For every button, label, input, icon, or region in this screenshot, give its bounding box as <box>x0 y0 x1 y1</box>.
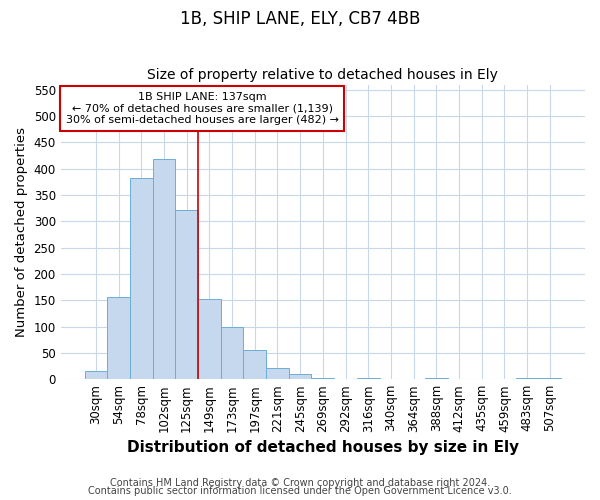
Bar <box>85 372 107 379</box>
Bar <box>244 350 266 379</box>
Bar <box>152 160 175 379</box>
X-axis label: Distribution of detached houses by size in Ely: Distribution of detached houses by size … <box>127 440 519 455</box>
Bar <box>107 296 130 379</box>
Bar <box>221 326 244 379</box>
Title: Size of property relative to detached houses in Ely: Size of property relative to detached ho… <box>148 68 498 82</box>
Bar <box>357 378 380 379</box>
Text: Contains public sector information licensed under the Open Government Licence v3: Contains public sector information licen… <box>88 486 512 496</box>
Bar <box>130 178 152 379</box>
Y-axis label: Number of detached properties: Number of detached properties <box>15 127 28 337</box>
Bar <box>538 378 561 379</box>
Text: 1B SHIP LANE: 137sqm
← 70% of detached houses are smaller (1,139)
30% of semi-de: 1B SHIP LANE: 137sqm ← 70% of detached h… <box>66 92 339 125</box>
Text: 1B, SHIP LANE, ELY, CB7 4BB: 1B, SHIP LANE, ELY, CB7 4BB <box>180 10 420 28</box>
Bar <box>516 378 538 379</box>
Text: Contains HM Land Registry data © Crown copyright and database right 2024.: Contains HM Land Registry data © Crown c… <box>110 478 490 488</box>
Bar <box>311 378 334 379</box>
Bar <box>289 374 311 379</box>
Bar <box>266 368 289 379</box>
Bar <box>425 378 448 379</box>
Bar <box>198 298 221 379</box>
Bar <box>175 210 198 379</box>
